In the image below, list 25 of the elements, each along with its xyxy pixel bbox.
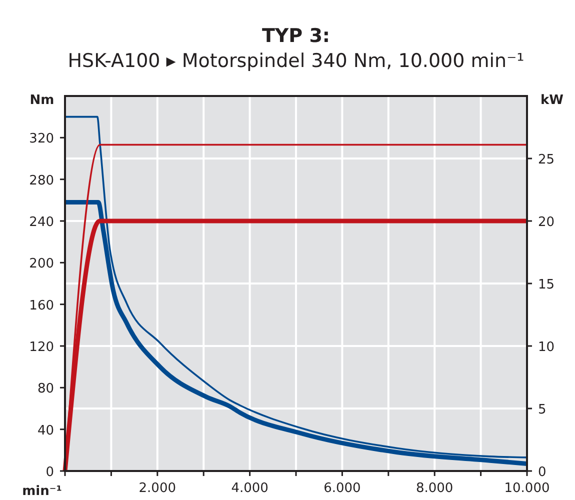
y2-tick-label: 10 [538,340,555,355]
x-tick-label: 2.000 [138,481,176,496]
y2-tick-label: 5 [538,402,546,418]
x-tick-label: 4.000 [231,481,268,496]
y-tick-label: 40 [37,423,54,438]
y-tick-label: 200 [29,256,54,272]
y2-tick-label: 25 [538,152,555,168]
y2-tick-label: 20 [538,215,555,230]
chart-title: TYP 3: [262,25,330,47]
y-tick-label: 0 [46,465,54,480]
x-tick-label: 6.000 [324,481,361,496]
y-tick-label: 240 [29,215,54,230]
y-tick-label: 280 [29,173,54,188]
y-tick-label: 80 [37,382,54,397]
y2-tick-label: 0 [538,465,546,480]
y-tick-label: 160 [29,298,54,314]
y2-tick-label: 15 [538,278,555,292]
y2-axis-title: kW [540,93,564,108]
x-tick-label: 8.000 [416,481,454,496]
y-axis-title: Nm [30,93,54,108]
y-tick-label: 320 [29,132,54,147]
x-axis-title: min⁻¹ [22,484,62,499]
y-tick-label: 120 [29,340,54,355]
chart-subtitle: HSK-A100 ▸ Motorspindel 340 Nm, 10.000 min⁻¹ [68,50,524,72]
x-tick-label: 10.000 [504,481,550,496]
